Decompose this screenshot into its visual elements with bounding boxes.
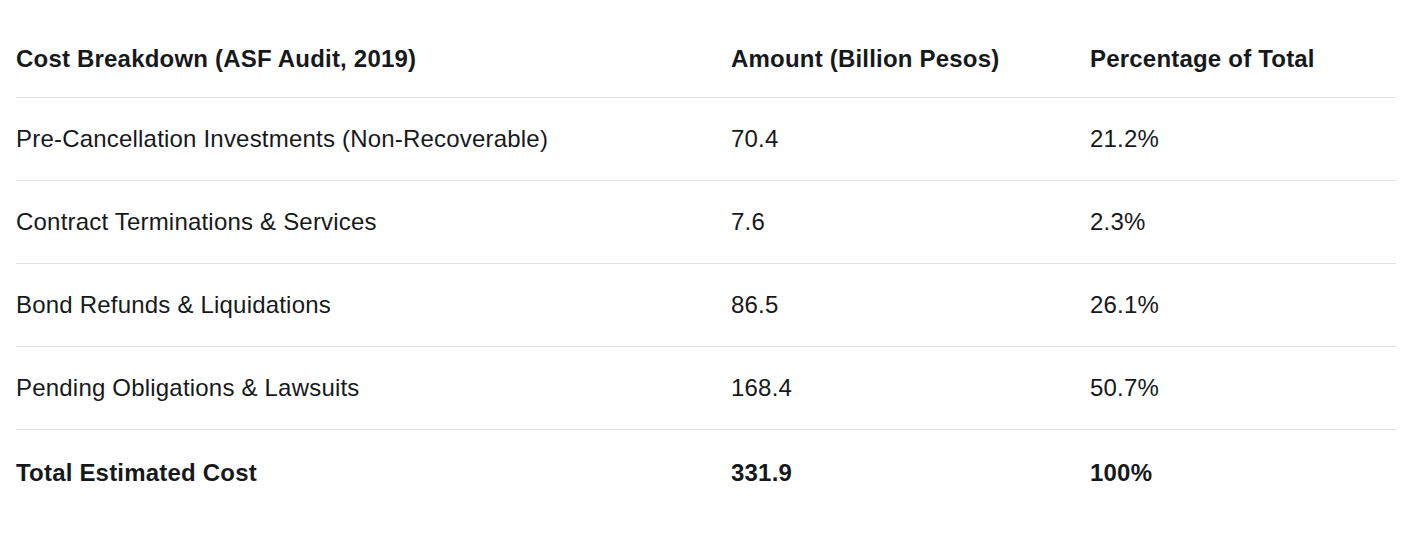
cell-percentage: 26.1% [1090, 264, 1396, 347]
table-total-row: Total Estimated Cost 331.9 100% [16, 430, 1396, 516]
cell-amount: 7.6 [731, 181, 1090, 264]
cell-amount: 86.5 [731, 264, 1090, 347]
cell-category: Contract Terminations & Services [16, 181, 731, 264]
cell-percentage: 21.2% [1090, 98, 1396, 181]
cell-category: Pre-Cancellation Investments (Non-Recove… [16, 98, 731, 181]
cell-amount: 70.4 [731, 98, 1090, 181]
cell-percentage: 50.7% [1090, 347, 1396, 430]
cell-total-label: Total Estimated Cost [16, 430, 731, 516]
cost-breakdown-table-container: Cost Breakdown (ASF Audit, 2019) Amount … [16, 20, 1396, 515]
table-row: Pre-Cancellation Investments (Non-Recove… [16, 98, 1396, 181]
cell-category: Bond Refunds & Liquidations [16, 264, 731, 347]
table-row: Bond Refunds & Liquidations 86.5 26.1% [16, 264, 1396, 347]
column-header-percentage: Percentage of Total [1090, 20, 1396, 98]
cell-amount: 168.4 [731, 347, 1090, 430]
cell-category: Pending Obligations & Lawsuits [16, 347, 731, 430]
table-header-row: Cost Breakdown (ASF Audit, 2019) Amount … [16, 20, 1396, 98]
table-row: Pending Obligations & Lawsuits 168.4 50.… [16, 347, 1396, 430]
cell-total-amount: 331.9 [731, 430, 1090, 516]
cell-percentage: 2.3% [1090, 181, 1396, 264]
cost-breakdown-table: Cost Breakdown (ASF Audit, 2019) Amount … [16, 20, 1396, 515]
column-header-cost-breakdown: Cost Breakdown (ASF Audit, 2019) [16, 20, 731, 98]
cell-total-percentage: 100% [1090, 430, 1396, 516]
column-header-amount: Amount (Billion Pesos) [731, 20, 1090, 98]
table-row: Contract Terminations & Services 7.6 2.3… [16, 181, 1396, 264]
